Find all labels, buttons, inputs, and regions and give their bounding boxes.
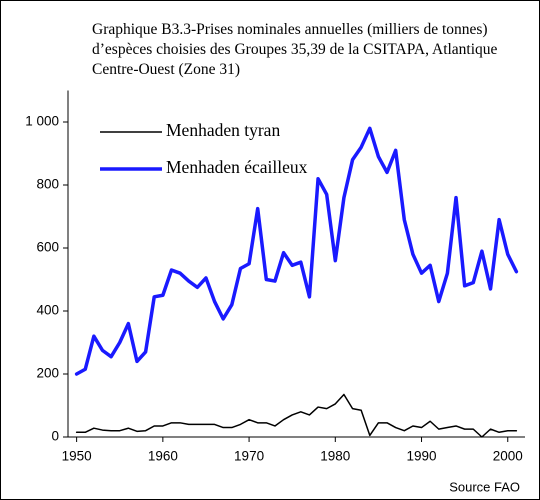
x-tick-label: 1960: [148, 449, 178, 464]
x-tick-label: 1950: [62, 449, 92, 464]
x-tick-label: 1980: [320, 449, 350, 464]
y-tick-label: 1 000: [25, 114, 59, 129]
legend-label: Menhaden écailleux: [166, 157, 308, 177]
y-tick-label: 600: [36, 240, 59, 255]
y-tick-label: 200: [36, 366, 59, 381]
source-note: Source FAO: [449, 479, 520, 494]
x-tick-label: 1970: [234, 449, 264, 464]
legend-label: Menhaden tyran: [166, 120, 280, 140]
x-tick-label: 2000: [493, 449, 523, 464]
y-tick-label: 400: [36, 303, 59, 318]
y-tick-label: 800: [36, 177, 59, 192]
chart-title: Graphique B3.3-Prises nominales annuelle…: [92, 21, 498, 78]
series-line: [74, 126, 519, 376]
y-tick-label: 0: [51, 429, 59, 444]
series-line: [75, 393, 518, 438]
x-tick-label: 1990: [407, 449, 437, 464]
